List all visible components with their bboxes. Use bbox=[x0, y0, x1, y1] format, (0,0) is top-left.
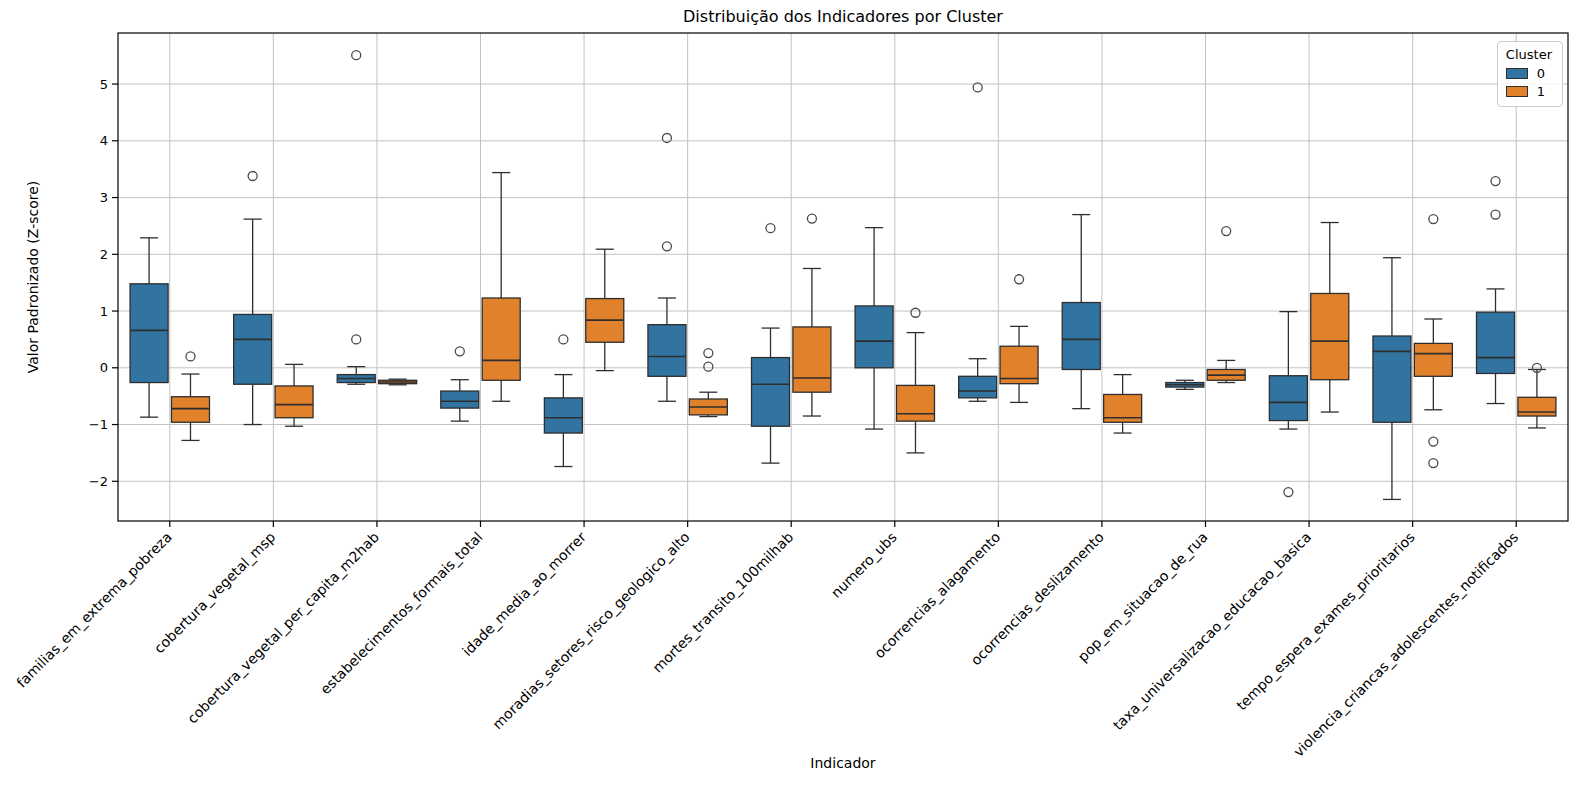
outlier-point bbox=[248, 171, 257, 180]
box-cluster1 bbox=[171, 397, 209, 423]
box-cluster0 bbox=[544, 398, 582, 433]
outlier-point bbox=[1222, 227, 1231, 236]
box-cluster1 bbox=[793, 327, 831, 392]
box-cluster0 bbox=[959, 376, 997, 398]
outlier-point bbox=[704, 349, 713, 358]
outlier-point bbox=[1429, 437, 1438, 446]
y-tick-label: 1 bbox=[100, 304, 108, 319]
x-tick-label: cobertura_vegetal_msp bbox=[151, 529, 279, 657]
outlier-point bbox=[1491, 177, 1500, 186]
outlier-point bbox=[352, 335, 361, 344]
outlier-point bbox=[186, 352, 195, 361]
legend-title: Cluster bbox=[1506, 47, 1552, 62]
x-tick-label: violencia_criancas_adolescentes_notifica… bbox=[1290, 529, 1521, 760]
y-tick-label: 3 bbox=[100, 190, 108, 205]
x-tick-label: taxa_universalizacao_educacao_basica bbox=[1110, 529, 1314, 733]
x-tick-label: moradias_setores_risco_geologico_alto bbox=[489, 529, 693, 733]
x-axis-label: Indicador bbox=[118, 755, 1568, 771]
legend-entry: 1 bbox=[1506, 84, 1552, 99]
legend-label: 0 bbox=[1537, 66, 1545, 81]
box-cluster0 bbox=[1062, 303, 1100, 370]
chart-title: Distribuição dos Indicadores por Cluster bbox=[118, 7, 1568, 26]
y-axis-label: Valor Padronizado (Z-score) bbox=[25, 181, 41, 374]
outlier-point bbox=[1429, 459, 1438, 468]
outlier-point bbox=[1491, 210, 1500, 219]
y-tick-label: 5 bbox=[100, 77, 108, 92]
x-tick-label: familias_em_extrema_pobreza bbox=[13, 529, 175, 691]
plot-area: −2−1012345familias_em_extrema_pobrezacob… bbox=[0, 0, 1582, 790]
boxplot-figure: −2−1012345familias_em_extrema_pobrezacob… bbox=[0, 0, 1582, 790]
box-cluster1 bbox=[1311, 293, 1349, 379]
outlier-point bbox=[911, 308, 920, 317]
legend-swatch-cluster-0 bbox=[1506, 68, 1528, 79]
y-tick-label: 0 bbox=[100, 360, 108, 375]
outlier-point bbox=[662, 242, 671, 251]
box-cluster0 bbox=[234, 314, 272, 384]
legend-label: 1 bbox=[1537, 84, 1545, 99]
axes-frame bbox=[118, 33, 1568, 521]
box-cluster1 bbox=[275, 386, 313, 418]
box-cluster0 bbox=[1269, 376, 1307, 421]
box-cluster0 bbox=[1373, 336, 1411, 422]
outlier-point bbox=[807, 214, 816, 223]
x-tick-label: cobertura_vegetal_per_capita_m2hab bbox=[184, 529, 382, 727]
outlier-point bbox=[455, 347, 464, 356]
legend-entry: 0 bbox=[1506, 66, 1552, 81]
legend-entries: 01 bbox=[1506, 66, 1552, 99]
outlier-point bbox=[1284, 488, 1293, 497]
x-tick-label: estabelecimentos_formais_total bbox=[317, 529, 486, 698]
x-tick-label: tempo_espera_exames_prioritarios bbox=[1233, 529, 1418, 714]
box-cluster0 bbox=[648, 325, 686, 377]
box-cluster1 bbox=[482, 298, 520, 380]
box-cluster0 bbox=[752, 358, 790, 427]
outlier-point bbox=[352, 51, 361, 60]
box-cluster0 bbox=[855, 306, 893, 368]
box-cluster1 bbox=[1414, 343, 1452, 376]
x-tick-label: numero_ubs bbox=[828, 529, 900, 601]
box-cluster0 bbox=[441, 391, 479, 408]
legend: Cluster 01 bbox=[1497, 41, 1563, 107]
box-cluster1 bbox=[896, 385, 934, 421]
legend-swatch-cluster-1 bbox=[1506, 86, 1528, 97]
outlier-point bbox=[559, 335, 568, 344]
box-cluster0 bbox=[130, 284, 168, 383]
y-tick-label: 4 bbox=[100, 133, 108, 148]
outlier-point bbox=[1429, 215, 1438, 224]
outlier-point bbox=[766, 224, 775, 233]
y-tick-label: −2 bbox=[89, 474, 108, 489]
outlier-point bbox=[1015, 275, 1024, 284]
box-cluster0 bbox=[1477, 312, 1515, 373]
outlier-point bbox=[704, 362, 713, 371]
box-cluster1 bbox=[1518, 397, 1556, 416]
y-tick-label: 2 bbox=[100, 247, 108, 262]
y-tick-label: −1 bbox=[89, 417, 108, 432]
